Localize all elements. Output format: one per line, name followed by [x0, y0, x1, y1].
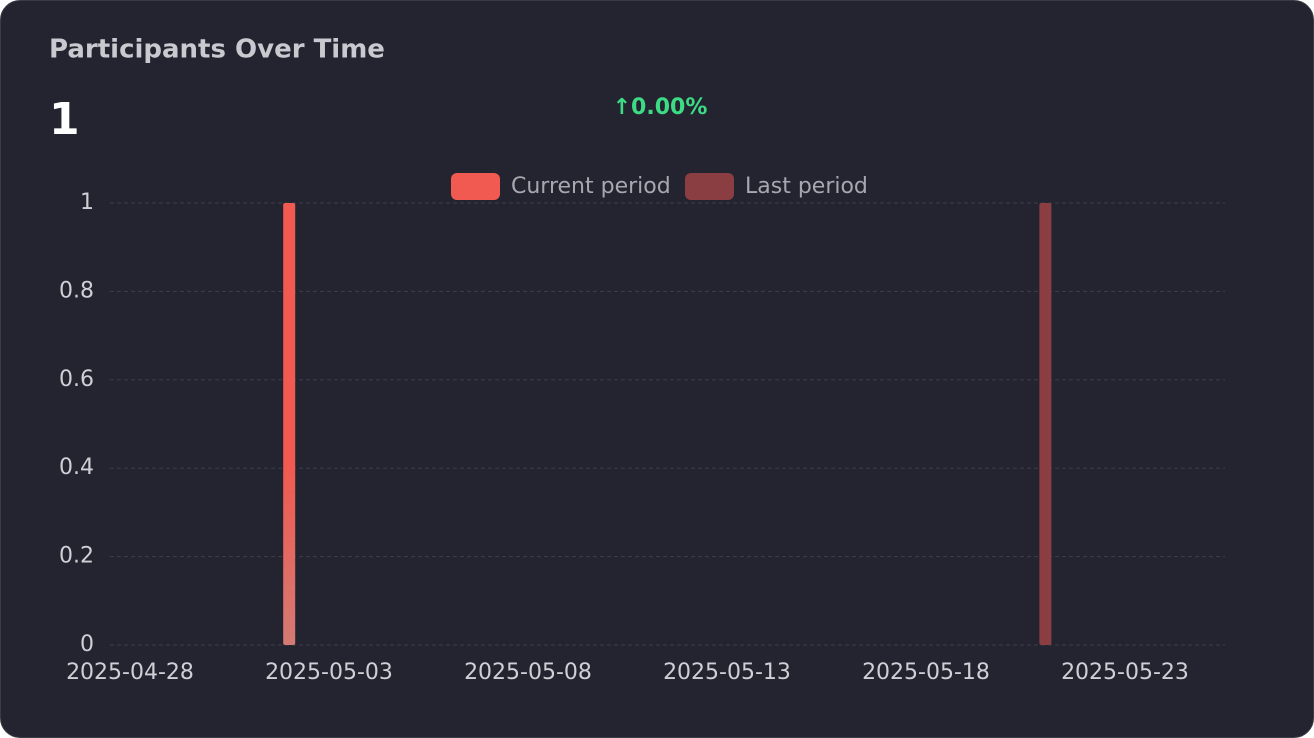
legend-label: Last period [745, 174, 868, 199]
metric-value: 1 [49, 94, 80, 145]
bar [283, 203, 296, 645]
change: ↑0.00% [613, 95, 708, 120]
x-tick-label: 2025-05-13 [663, 660, 791, 685]
legend-swatch [451, 173, 500, 200]
x-tick-label: 2025-05-23 [1061, 660, 1189, 685]
x-tick-label: 2025-05-08 [464, 660, 592, 685]
y-tick-label: 1 [80, 190, 94, 215]
x-tick-label: 2025-05-03 [265, 660, 393, 685]
x-tick-label: 2025-05-18 [862, 660, 990, 685]
bar [1039, 203, 1052, 645]
y-tick-label: 0.8 [59, 278, 94, 303]
x-tick-label: 2025-04-28 [66, 660, 194, 685]
legend-swatch [685, 173, 734, 200]
title: Participants Over Time [49, 35, 385, 65]
y-tick-label: 0.6 [59, 367, 94, 392]
y-tick-label: 0.4 [59, 455, 94, 480]
legend-label: Current period [511, 174, 671, 199]
y-tick-label: 0.2 [59, 544, 94, 569]
y-tick-label: 0 [80, 632, 94, 657]
